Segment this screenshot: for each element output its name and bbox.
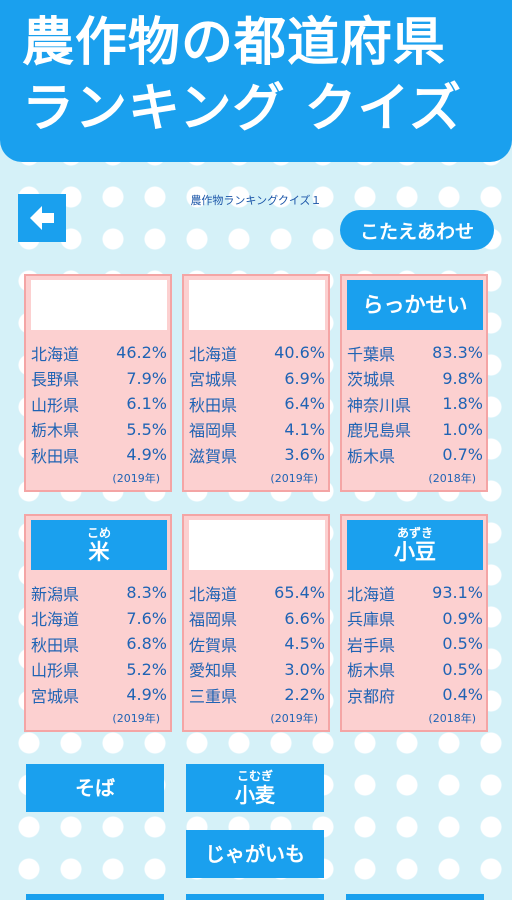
year-note: (2019年) [112, 472, 160, 485]
choice-button-komugi[interactable]: こむぎ 小麦 [186, 764, 324, 812]
choice-button-partial[interactable] [346, 894, 484, 900]
table-row: 新潟県 8.3% [31, 583, 167, 604]
table-row: 福岡県 6.6% [189, 608, 325, 630]
year-note: (2019年) [270, 712, 318, 725]
crop-name: 小豆 [394, 539, 436, 564]
table-row: 福岡県 4.1% [189, 419, 325, 441]
choice-furigana: こむぎ [236, 768, 273, 783]
table-row: 北海道 65.4% [189, 583, 325, 604]
crop-furigana: あずき [396, 525, 433, 540]
back-arrow-icon [30, 206, 54, 230]
crop-name: らっかせい [362, 293, 468, 317]
table-row: 北海道 46.2% [31, 343, 167, 364]
table-row: 愛知県 3.0% [189, 659, 325, 681]
table-row: 山形県 5.2% [31, 659, 167, 681]
answer-label[interactable]: あずき 小豆 [347, 520, 483, 570]
answer-drop-slot[interactable] [189, 520, 325, 570]
choice-button-soba[interactable]: そば [26, 764, 164, 812]
crop-name: 米 [88, 539, 110, 564]
ranking-card-6: あずき 小豆 北海道 93.1% 兵庫県 0.9% 岩手県 0.5% 栃木県 0.5% … [340, 514, 488, 732]
ranking-card-1: 北海道 46.2% 長野県 7.9% 山形県 6.1% 栃木県 5.5% 秋田県 4.9%… [24, 274, 172, 492]
answer-label[interactable]: こめ 米 [31, 520, 167, 570]
table-row: 北海道 40.6% [189, 343, 325, 364]
table-row: 長野県 7.9% [31, 368, 167, 390]
table-row: 千葉県 83.3% [347, 343, 483, 364]
answer-label[interactable]: らっかせい [347, 280, 483, 330]
choice-label: そば [75, 776, 115, 800]
choice-button-partial[interactable] [26, 894, 164, 900]
table-row: 岩手県 0.5% [347, 634, 483, 655]
choice-label: 小麦 [235, 782, 275, 807]
ranking-card-4: こめ 米 新潟県 8.3% 北海道 7.6% 秋田県 6.8% 山形県 5.2% 宮城県… [24, 514, 172, 732]
year-note: (2019年) [112, 712, 160, 725]
table-row: 北海道 7.6% [31, 608, 167, 630]
table-row: 京都府 0.4% [347, 685, 483, 706]
ranking-card-2: 北海道 40.6% 宮城県 6.9% 秋田県 6.4% 福岡県 4.1% 滋賀県 3.6%… [182, 274, 330, 492]
choice-button-partial[interactable] [186, 894, 324, 900]
choice-label: じゃがいも [205, 842, 305, 866]
ranking-card-3: らっかせい 千葉県 83.3% 茨城県 9.8% 神奈川県 1.8% 鹿児島県 1.0%… [340, 274, 488, 492]
title-line-2: ランキング クイズ [22, 79, 462, 139]
quiz-subtitle: 農作物ランキングクイズ１ [190, 194, 322, 207]
year-note: (2019年) [270, 472, 318, 485]
ranking-card-5: 北海道 65.4% 福岡県 6.6% 佐賀県 4.5% 愛知県 3.0% 三重県 2.2%… [182, 514, 330, 732]
table-row: 山形県 6.1% [31, 394, 167, 415]
table-row: 鹿児島県 1.0% [347, 419, 483, 441]
table-row: 栃木県 0.5% [347, 659, 483, 681]
table-row: 滋賀県 3.6% [189, 445, 325, 466]
table-row: 秋田県 6.4% [189, 394, 325, 415]
back-button[interactable] [18, 194, 66, 242]
table-row: 茨城県 9.8% [347, 368, 483, 390]
table-row: 三重県 2.2% [189, 685, 325, 706]
check-answer-button[interactable]: こたえあわせ [340, 210, 494, 250]
table-row: 秋田県 4.9% [31, 445, 167, 466]
table-row: 宮城県 4.9% [31, 685, 167, 706]
year-note: (2018年) [428, 712, 476, 725]
choice-button-jagaimo[interactable]: じゃがいも [186, 830, 324, 878]
table-row: 北海道 93.1% [347, 583, 483, 604]
table-row: 兵庫県 0.9% [347, 608, 483, 630]
answer-drop-slot[interactable] [31, 280, 167, 330]
year-note: (2018年) [428, 472, 476, 485]
table-row: 栃木県 5.5% [31, 419, 167, 441]
crop-furigana: こめ [86, 525, 111, 540]
table-row: 秋田県 6.8% [31, 634, 167, 655]
answer-drop-slot[interactable] [189, 280, 325, 330]
table-row: 宮城県 6.9% [189, 368, 325, 390]
table-row: 栃木県 0.7% [347, 445, 483, 466]
title-line-1: 農作物の都道府県 [22, 13, 447, 73]
table-row: 神奈川県 1.8% [347, 394, 483, 415]
app-header: 農作物の都道府県 ランキング クイズ [0, 0, 512, 162]
table-row: 佐賀県 4.5% [189, 634, 325, 655]
